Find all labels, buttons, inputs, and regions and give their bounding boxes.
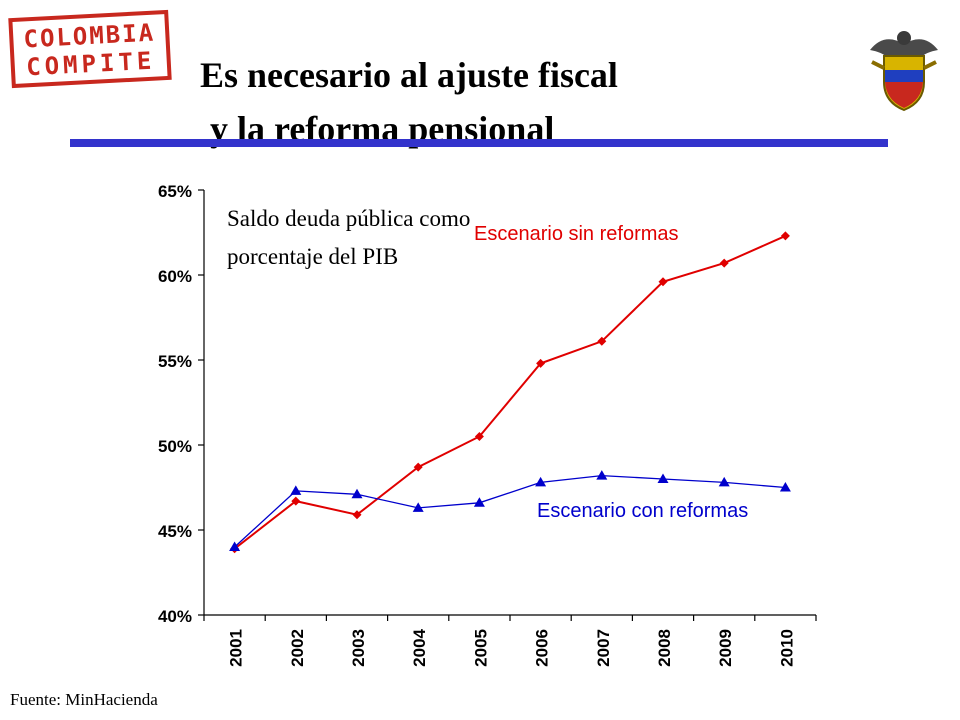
x-tick-label: 2008	[655, 629, 674, 667]
data-point	[780, 231, 790, 241]
logo-line2: COMPITE	[26, 47, 156, 82]
x-tick-label: 2004	[410, 628, 429, 666]
data-point	[536, 358, 546, 368]
x-tick-label: 2009	[716, 629, 735, 667]
data-point	[779, 482, 791, 492]
y-tick-label: 50%	[158, 437, 192, 456]
data-point	[290, 485, 302, 495]
series-label: Escenario sin reformas	[474, 223, 679, 245]
source-note: Fuente: MinHacienda	[10, 690, 158, 709]
x-tick-label: 2007	[594, 629, 613, 667]
data-point	[718, 476, 730, 487]
data-point	[413, 462, 423, 472]
colombia-compite-logo: COLOMBIA COMPITE	[8, 9, 172, 89]
series-label: Escenario con reformas	[537, 500, 748, 522]
chart-annotation: Saldo deuda pública como porcentaje del …	[227, 206, 471, 269]
y-tick-label: 45%	[158, 522, 192, 541]
logo-line1: COLOMBIA	[23, 19, 156, 54]
data-point	[596, 470, 608, 480]
data-point	[658, 277, 668, 287]
x-tick-label: 2005	[471, 629, 490, 667]
series-line	[233, 234, 786, 550]
x-tick-label: 2010	[777, 629, 796, 667]
title-underline	[70, 139, 888, 147]
y-tick-label: 65%	[158, 182, 192, 201]
data-point	[719, 258, 729, 268]
y-tick-label: 60%	[158, 267, 192, 286]
data-point	[229, 541, 241, 551]
x-tick-label: 2001	[227, 629, 246, 667]
series-line	[234, 474, 786, 548]
data-point	[474, 432, 484, 441]
page-title-line1: Es necesario al ajuste fiscal	[200, 55, 618, 95]
data-point	[352, 510, 362, 520]
data-point	[597, 336, 607, 346]
x-tick-label: 2006	[533, 629, 552, 667]
x-tick-label: 2003	[349, 629, 368, 667]
data-point	[535, 476, 547, 487]
data-point	[351, 488, 363, 499]
data-point	[473, 497, 485, 507]
data-point	[657, 473, 669, 483]
coat-of-arms-icon	[870, 31, 938, 112]
y-tick-label: 55%	[158, 352, 192, 371]
data-point	[412, 502, 424, 512]
y-tick-label: 40%	[158, 607, 192, 626]
data-point	[291, 496, 301, 506]
x-tick-label: 2002	[288, 629, 307, 667]
